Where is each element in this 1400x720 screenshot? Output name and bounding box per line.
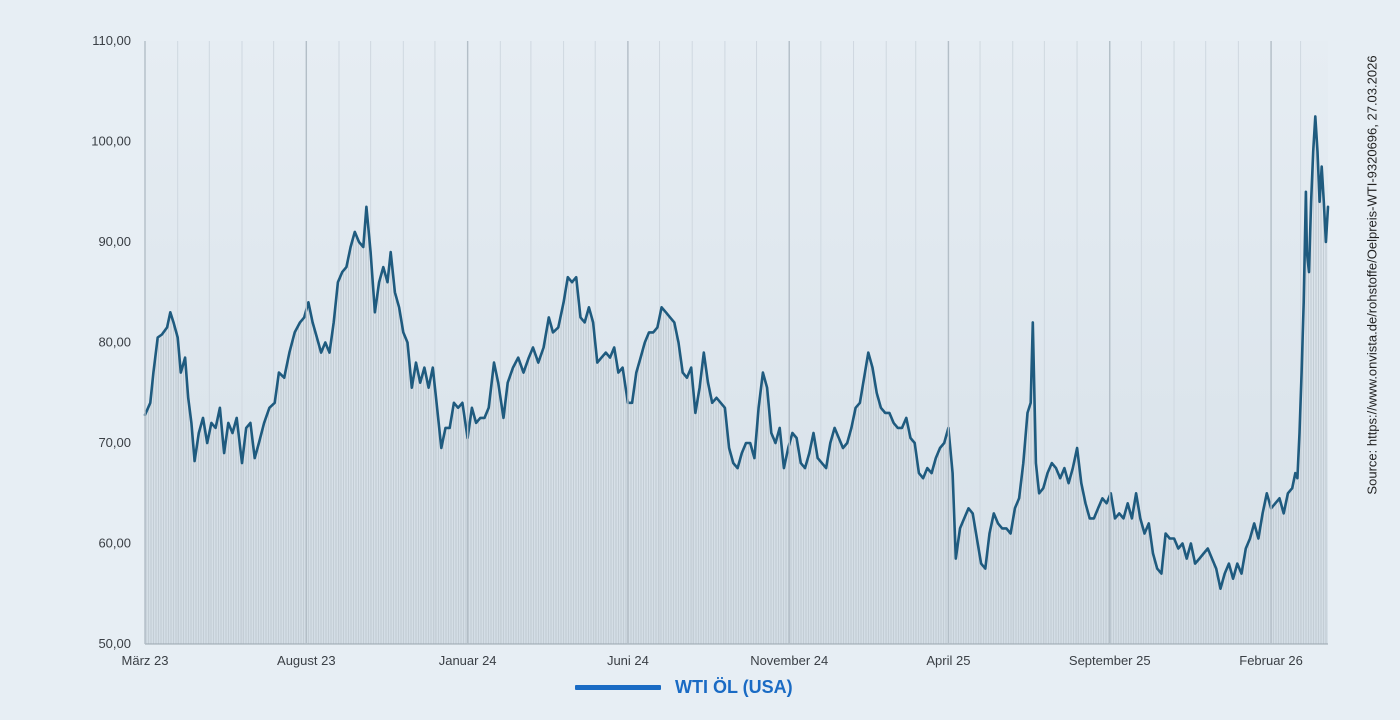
x-tick-label: Juni 24 <box>607 653 649 668</box>
y-tick-label: 50,00 <box>98 636 131 651</box>
source-note: Source: https://www.onvista.de/rohstoffe… <box>1364 55 1380 495</box>
x-tick-label: März 23 <box>122 653 169 668</box>
x-tick-label: April 25 <box>926 653 970 668</box>
x-tick-label: November 24 <box>750 653 828 668</box>
y-tick-label: 80,00 <box>98 335 131 350</box>
legend: WTI ÖL (USA) <box>575 677 793 698</box>
price-line-layer <box>143 115 1330 590</box>
price-hatch-fill <box>145 127 1327 644</box>
x-tick-label: August 23 <box>277 653 336 668</box>
legend-swatch <box>575 685 661 690</box>
y-tick-label: 60,00 <box>98 536 131 551</box>
y-tick-label: 100,00 <box>91 134 131 149</box>
legend-label: WTI ÖL (USA) <box>675 677 793 697</box>
y-axis: 50,00 60,00 70,00 80,00 90,00 100,00 110,00 <box>91 33 146 651</box>
series-line-wti <box>143 115 1330 590</box>
y-tick-label: 90,00 <box>98 234 131 249</box>
x-axis: März 23 August 23 Januar 24 Juni 24 November… <box>122 41 1328 668</box>
x-tick-label: September 25 <box>1069 653 1151 668</box>
y-tick-label: 110,00 <box>92 33 131 48</box>
y-tick-label: 70,00 <box>98 435 131 450</box>
x-tick-label: Januar 24 <box>439 653 497 668</box>
x-tick-label: Februar 26 <box>1239 653 1303 668</box>
